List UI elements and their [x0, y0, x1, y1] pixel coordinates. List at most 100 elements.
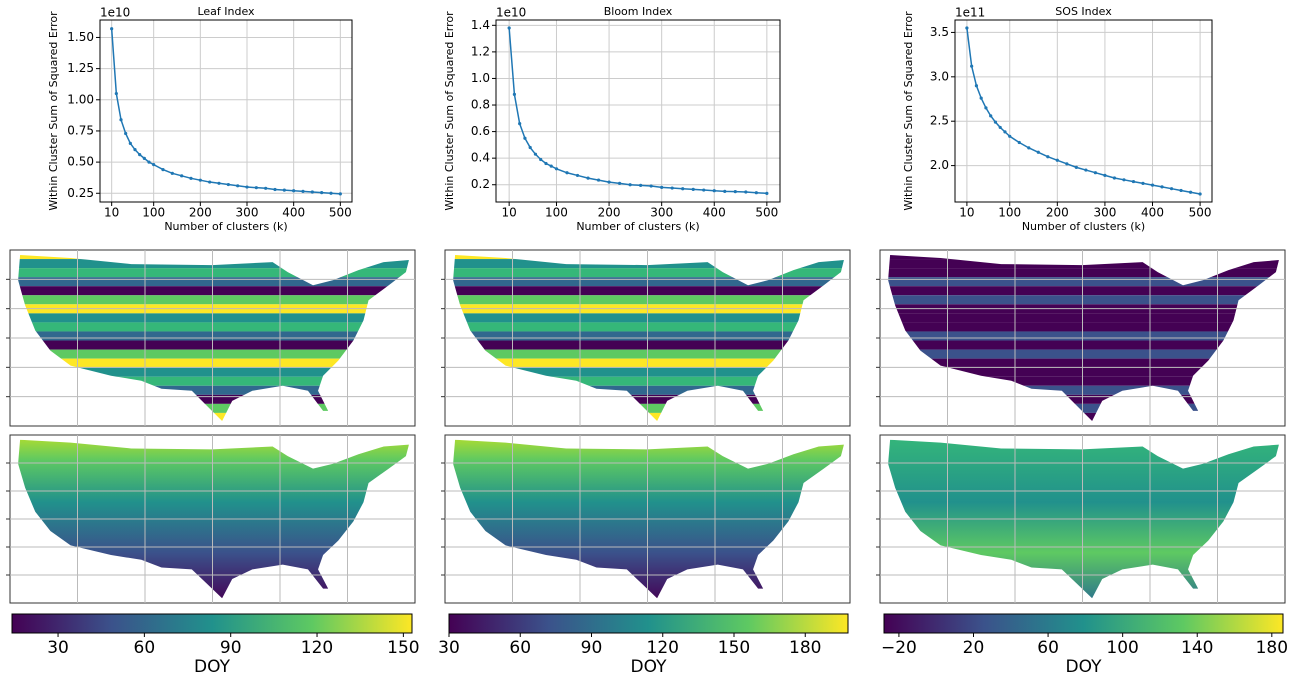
- plot-frame: [954, 19, 1213, 203]
- x-tick-label: 500: [1189, 206, 1212, 220]
- marker: [128, 141, 132, 146]
- colorbar-tick-label: 60: [509, 638, 531, 658]
- offset-label: 1e10: [496, 6, 526, 20]
- marker: [575, 173, 580, 178]
- colorbar-tick-label: 120: [647, 638, 679, 658]
- marker: [1017, 140, 1021, 145]
- map-region: [888, 349, 1279, 359]
- y-tick-label: 0.6: [471, 124, 490, 138]
- x-tick-label: 500: [755, 206, 778, 220]
- x-tick-label: 100: [545, 206, 568, 220]
- colorbar-tick-label: 120: [301, 638, 333, 658]
- map-region: [453, 403, 844, 413]
- colorbar-tick-label: 100: [1106, 638, 1138, 658]
- x-tick-label: 400: [1141, 206, 1164, 220]
- marker: [110, 27, 114, 31]
- marker: [754, 191, 758, 195]
- marker: [974, 84, 979, 88]
- marker: [1074, 165, 1078, 169]
- y-tick-label: 0.8: [471, 98, 490, 112]
- map-region: [888, 403, 1279, 413]
- marker: [660, 185, 664, 189]
- offset-label: 1e10: [100, 6, 130, 20]
- y-tick-label: 1.00: [67, 92, 94, 106]
- marker: [273, 187, 277, 192]
- marker: [264, 186, 268, 190]
- marker: [670, 186, 674, 190]
- marker: [596, 178, 601, 182]
- marker: [1141, 181, 1145, 185]
- marker: [970, 64, 974, 68]
- colorbar-label: DOY: [1066, 657, 1103, 677]
- map-region: [888, 295, 1279, 305]
- map-region: [453, 385, 844, 395]
- colorbar-tick-label: 30: [47, 638, 69, 658]
- marker: [733, 190, 737, 194]
- marker: [1188, 190, 1193, 194]
- map-region: [453, 358, 844, 368]
- marker: [1046, 155, 1050, 159]
- marker: [1169, 187, 1174, 191]
- marker: [523, 136, 527, 140]
- y-tick-label: 0.4: [471, 151, 490, 165]
- x-tick-label: 200: [1046, 206, 1069, 220]
- x-tick-label: 100: [142, 206, 165, 220]
- map-region: [453, 313, 844, 323]
- x-tick-label: 300: [1093, 206, 1116, 220]
- offset-label: 1e11: [955, 6, 985, 20]
- marker: [1103, 173, 1107, 177]
- marker: [119, 118, 123, 122]
- map-region: [453, 340, 844, 350]
- marker: [292, 189, 296, 193]
- marker: [649, 184, 653, 188]
- map-region: [888, 286, 1279, 296]
- marker: [965, 26, 969, 30]
- marker: [124, 131, 128, 136]
- x-tick-label: 400: [703, 206, 726, 220]
- marker: [1160, 185, 1164, 189]
- marker: [681, 187, 685, 191]
- y-axis-label: Within Cluster Sum of Squared Error: [443, 11, 456, 211]
- map-region: [888, 394, 1279, 404]
- marker: [245, 185, 249, 189]
- map-region: [18, 349, 409, 359]
- marker: [984, 106, 988, 110]
- colorbar-tick-label: 150: [387, 638, 419, 658]
- line: [110, 28, 341, 195]
- colorbar-tick-label: 30: [438, 638, 460, 658]
- marker: [554, 167, 559, 171]
- map-region: [888, 340, 1279, 350]
- map-region: [18, 331, 409, 341]
- y-tick-label: 1.50: [67, 30, 94, 44]
- marker: [138, 153, 142, 157]
- marker: [528, 145, 532, 150]
- y-tick-label: 2.0: [930, 158, 949, 172]
- map-region: [888, 277, 1279, 287]
- y-tick-label: 0.2: [471, 177, 490, 191]
- marker: [226, 182, 230, 187]
- marker: [628, 183, 632, 187]
- map-region: [18, 403, 409, 413]
- map-region: [18, 394, 409, 404]
- marker: [1065, 162, 1069, 166]
- marker: [979, 96, 983, 100]
- marker: [507, 26, 511, 30]
- marker: [702, 188, 706, 192]
- marker: [1179, 188, 1183, 193]
- marker: [338, 192, 342, 196]
- x-tick-label: 10: [104, 206, 119, 220]
- y-axis-label: Within Cluster Sum of Squared Error: [47, 11, 60, 211]
- x-tick-label: 500: [329, 206, 352, 220]
- marker: [1055, 158, 1059, 162]
- marker: [518, 122, 522, 126]
- map-region: [453, 331, 844, 341]
- map-region: [888, 268, 1279, 278]
- colorbar: [883, 613, 1284, 634]
- marker: [329, 191, 333, 195]
- marker: [565, 171, 569, 175]
- x-tick-label: 300: [650, 206, 673, 220]
- colorbar-tick-label: 20: [963, 638, 985, 658]
- x-tick-label: 10: [959, 206, 974, 220]
